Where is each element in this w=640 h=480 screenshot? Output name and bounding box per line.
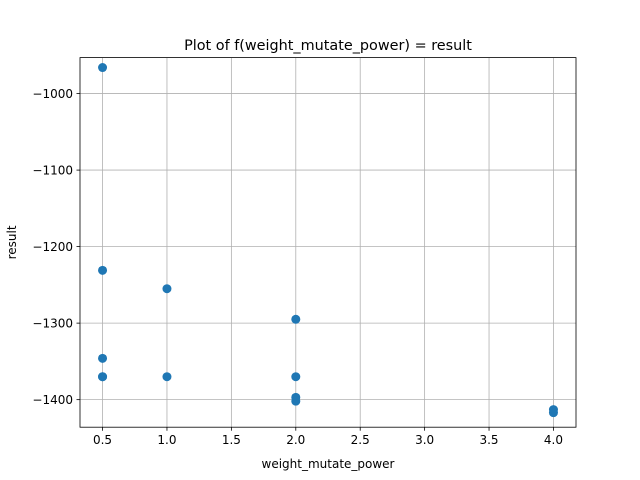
data-point xyxy=(98,353,108,363)
data-points xyxy=(98,63,558,418)
data-point xyxy=(548,408,558,418)
data-point xyxy=(98,63,108,73)
x-tick-label: 0.5 xyxy=(93,433,112,447)
data-point xyxy=(291,372,301,382)
x-tick-label: 2.0 xyxy=(286,433,305,447)
data-point xyxy=(162,372,172,382)
x-tick-label: 1.5 xyxy=(222,433,241,447)
plot-area-background xyxy=(80,57,576,428)
data-point xyxy=(98,372,108,382)
axis-ticks: 0.5 1.0 1.5 2.0 2.5 3.0 3.5 4.0 −1000 −1100 −1200 −… xyxy=(32,87,563,447)
data-point xyxy=(98,265,108,275)
data-point xyxy=(291,314,301,324)
x-tick-label: 3.5 xyxy=(479,433,498,447)
x-tick-label: 2.5 xyxy=(351,433,370,447)
y-tick-label: −1400 xyxy=(32,393,73,407)
chart-title: Plot of f(weight_mutate_power) = result xyxy=(184,38,472,54)
y-tick-label: −1300 xyxy=(32,317,73,331)
grid-lines xyxy=(80,57,576,428)
y-tick-label: −1100 xyxy=(32,164,73,178)
y-axis-title: result xyxy=(5,225,19,259)
x-tick-label: 3.0 xyxy=(415,433,434,447)
plot-frame xyxy=(79,57,577,428)
x-tick-label: 1.0 xyxy=(157,433,176,447)
y-tick-label: −1000 xyxy=(32,87,73,101)
x-tick-label: 4.0 xyxy=(544,433,563,447)
x-axis-title: weight_mutate_power xyxy=(262,457,395,471)
data-point xyxy=(162,284,172,294)
data-point xyxy=(291,396,301,406)
y-tick-label: −1200 xyxy=(32,240,73,254)
